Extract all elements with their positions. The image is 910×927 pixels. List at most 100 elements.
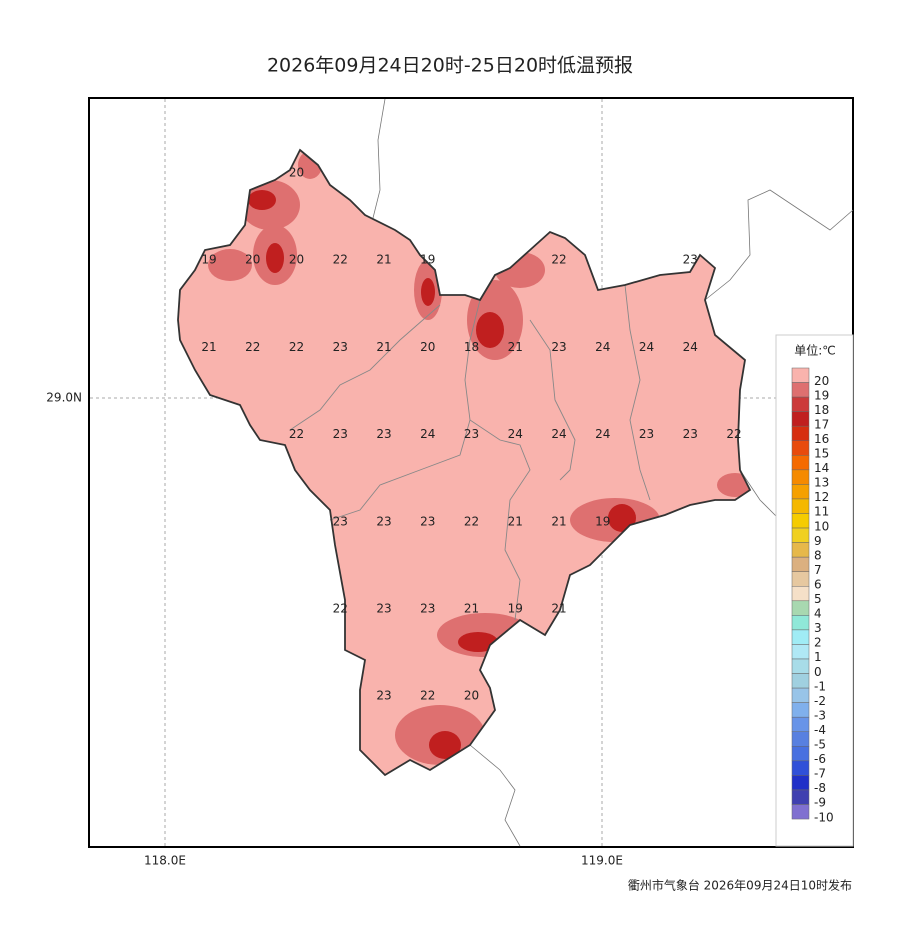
legend-swatch bbox=[791, 673, 810, 689]
legend-label: 9 bbox=[814, 534, 822, 548]
legend-label: 11 bbox=[814, 505, 829, 519]
legend-label: 15 bbox=[814, 447, 829, 461]
legend-label: -8 bbox=[814, 781, 826, 795]
grid-value: 23 bbox=[683, 427, 698, 441]
legend-swatch bbox=[791, 702, 810, 718]
grid-value: 21 bbox=[551, 514, 566, 528]
grid-value: 22 bbox=[333, 253, 348, 267]
legend-label: 18 bbox=[814, 403, 829, 417]
grid-value: 21 bbox=[201, 340, 216, 354]
footer: 衢州市气象台 2026年09月24日10时发布 bbox=[628, 878, 852, 893]
grid-value: 21 bbox=[508, 340, 523, 354]
legend-swatch bbox=[791, 789, 810, 805]
legend-swatch bbox=[791, 440, 810, 456]
legend-label: -9 bbox=[814, 796, 826, 810]
legend-label: 16 bbox=[814, 432, 829, 446]
grid-value: 21 bbox=[376, 340, 391, 354]
grid-value: 22 bbox=[289, 340, 304, 354]
grid-value: 22 bbox=[245, 340, 260, 354]
legend-swatch bbox=[791, 615, 810, 631]
legend-swatch bbox=[791, 542, 810, 558]
legend-swatch bbox=[791, 411, 810, 427]
county-boundaries bbox=[289, 284, 651, 621]
grid-value: 23 bbox=[683, 253, 698, 267]
legend-label: 12 bbox=[814, 490, 829, 504]
legend-label: 8 bbox=[814, 548, 822, 562]
grid-value: 24 bbox=[683, 340, 698, 354]
legend-label: -3 bbox=[814, 708, 826, 722]
legend-label: -7 bbox=[814, 767, 826, 781]
grid-value: 24 bbox=[420, 427, 435, 441]
grid-value: 24 bbox=[595, 427, 610, 441]
grid-value: 18 bbox=[464, 340, 479, 354]
grid-value: 23 bbox=[464, 427, 479, 441]
legend-swatch bbox=[791, 425, 810, 442]
grid-value: 23 bbox=[551, 340, 566, 354]
grid-value: 19 bbox=[420, 253, 435, 267]
legend-swatch bbox=[791, 600, 810, 616]
grid-value: 23 bbox=[376, 602, 391, 616]
legend-label: 20 bbox=[814, 374, 829, 388]
legend-swatch bbox=[791, 382, 810, 398]
grid-value: 22 bbox=[333, 602, 348, 616]
grid-value: 19 bbox=[508, 602, 523, 616]
legend-box bbox=[775, 334, 854, 847]
grid-value: 20 bbox=[420, 340, 435, 354]
legend-swatch bbox=[791, 527, 810, 543]
legend-swatch bbox=[791, 658, 810, 674]
legend-label: 7 bbox=[814, 563, 822, 577]
legend-swatch bbox=[791, 484, 810, 500]
grid-value: 23 bbox=[639, 427, 654, 441]
legend-swatch bbox=[791, 498, 810, 514]
grid-value: 21 bbox=[376, 253, 391, 267]
legend-label: -6 bbox=[814, 752, 826, 766]
legend-swatch bbox=[791, 556, 810, 572]
grid-value: 20 bbox=[289, 253, 304, 267]
grid-value: 20 bbox=[245, 253, 260, 267]
legend-swatch bbox=[791, 571, 810, 587]
legend-label: -4 bbox=[814, 723, 826, 737]
grid-value: 21 bbox=[464, 602, 479, 616]
grid-value: 23 bbox=[376, 427, 391, 441]
x-label: 119.0E bbox=[581, 854, 623, 868]
grid-value: 23 bbox=[376, 689, 391, 703]
legend-label: -5 bbox=[814, 738, 826, 752]
legend-label: -10 bbox=[814, 810, 834, 824]
grid-values: 20 19 20 20 22 21 19 22 23 21 22 22 23 21 20 18 21 23 24 24… bbox=[201, 166, 741, 703]
grid-value: 24 bbox=[508, 427, 523, 441]
legend-label: 14 bbox=[814, 461, 829, 475]
legend-swatch bbox=[791, 469, 810, 485]
grid-value: 23 bbox=[376, 514, 391, 528]
grid-value: 24 bbox=[639, 340, 654, 354]
legend-label: 19 bbox=[814, 388, 829, 402]
grid-value: 21 bbox=[551, 602, 566, 616]
x-label: 118.0E bbox=[144, 854, 186, 868]
legend-swatch bbox=[791, 731, 810, 747]
legend-label: -2 bbox=[814, 694, 826, 708]
grid-value: 23 bbox=[333, 340, 348, 354]
grid-value: 21 bbox=[508, 514, 523, 528]
grid-value: 22 bbox=[726, 427, 741, 441]
y-label: 29.0N bbox=[46, 391, 82, 405]
grid-value: 23 bbox=[420, 602, 435, 616]
grid-value: 24 bbox=[595, 340, 610, 354]
grid-value: 22 bbox=[464, 514, 479, 528]
grid-value: 19 bbox=[595, 514, 610, 528]
grid-value: 23 bbox=[420, 514, 435, 528]
grid-value: 23 bbox=[333, 427, 348, 441]
legend-swatch bbox=[791, 804, 810, 820]
legend-label: 2 bbox=[814, 636, 822, 650]
legend-swatch bbox=[791, 513, 810, 529]
legend-items: 20191817161514131211109876543210-1-2-3-4… bbox=[791, 367, 834, 824]
grid-value: 22 bbox=[289, 427, 304, 441]
legend-swatch bbox=[791, 629, 810, 645]
grid-value: 20 bbox=[464, 689, 479, 703]
legend-swatch bbox=[791, 746, 810, 762]
grid-value: 23 bbox=[333, 514, 348, 528]
legend-label: 0 bbox=[814, 665, 822, 679]
legend-label: 17 bbox=[814, 417, 829, 431]
legend-label: 6 bbox=[814, 577, 822, 591]
legend-label: 3 bbox=[814, 621, 822, 635]
legend-label: 5 bbox=[814, 592, 822, 606]
